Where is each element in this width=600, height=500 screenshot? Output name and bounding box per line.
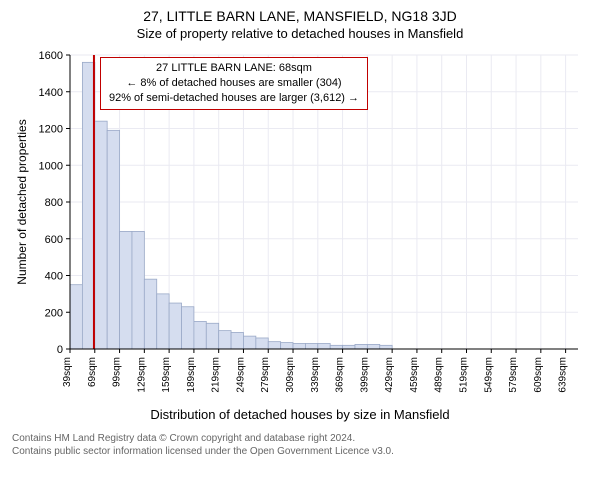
svg-text:1400: 1400 xyxy=(39,87,63,99)
svg-text:400: 400 xyxy=(45,271,63,283)
svg-text:800: 800 xyxy=(45,197,63,209)
callout-line-3: 92% of semi-detached houses are larger (… xyxy=(109,91,359,106)
callout-box: 27 LITTLE BARN LANE: 68sqm ← 8% of detac… xyxy=(100,57,368,110)
svg-text:1000: 1000 xyxy=(39,160,63,172)
svg-text:609sqm: 609sqm xyxy=(533,357,544,393)
svg-text:369sqm: 369sqm xyxy=(335,357,346,393)
attribution-line-1: Contains HM Land Registry data © Crown c… xyxy=(12,432,588,445)
attribution-line-2: Contains public sector information licen… xyxy=(12,445,588,458)
svg-text:309sqm: 309sqm xyxy=(285,357,296,393)
svg-text:339sqm: 339sqm xyxy=(310,357,321,393)
svg-text:639sqm: 639sqm xyxy=(558,357,569,393)
page-subtitle: Size of property relative to detached ho… xyxy=(12,26,588,41)
svg-text:39sqm: 39sqm xyxy=(62,357,73,387)
svg-text:519sqm: 519sqm xyxy=(458,357,469,393)
x-axis-label: Distribution of detached houses by size … xyxy=(12,407,588,422)
attribution-block: Contains HM Land Registry data © Crown c… xyxy=(12,432,588,458)
callout-line-1: 27 LITTLE BARN LANE: 68sqm xyxy=(109,61,359,76)
callout-line-2: ← 8% of detached houses are smaller (304… xyxy=(109,76,359,91)
svg-text:549sqm: 549sqm xyxy=(483,357,494,393)
svg-text:600: 600 xyxy=(45,234,63,246)
svg-text:200: 200 xyxy=(45,307,63,319)
svg-text:0: 0 xyxy=(57,344,63,356)
page-title: 27, LITTLE BARN LANE, MANSFIELD, NG18 3J… xyxy=(12,8,588,24)
svg-text:99sqm: 99sqm xyxy=(112,357,123,387)
chart-container: 0 200 400 600 800 1000 1200 1400 1600 39sqm 69sqm 9… xyxy=(12,45,588,405)
svg-text:429sqm: 429sqm xyxy=(384,357,395,393)
svg-text:Number of detached properties: Number of detached properties xyxy=(15,119,29,284)
svg-text:399sqm: 399sqm xyxy=(359,357,370,393)
svg-text:279sqm: 279sqm xyxy=(260,357,271,393)
svg-text:219sqm: 219sqm xyxy=(211,357,222,393)
svg-text:1200: 1200 xyxy=(39,124,63,136)
svg-text:129sqm: 129sqm xyxy=(136,357,147,393)
svg-text:489sqm: 489sqm xyxy=(434,357,445,393)
svg-text:459sqm: 459sqm xyxy=(409,357,420,393)
svg-text:69sqm: 69sqm xyxy=(87,357,98,387)
svg-text:159sqm: 159sqm xyxy=(161,357,172,393)
svg-text:579sqm: 579sqm xyxy=(508,357,519,393)
svg-text:249sqm: 249sqm xyxy=(235,357,246,393)
svg-text:189sqm: 189sqm xyxy=(186,357,197,393)
svg-text:1600: 1600 xyxy=(39,50,63,62)
